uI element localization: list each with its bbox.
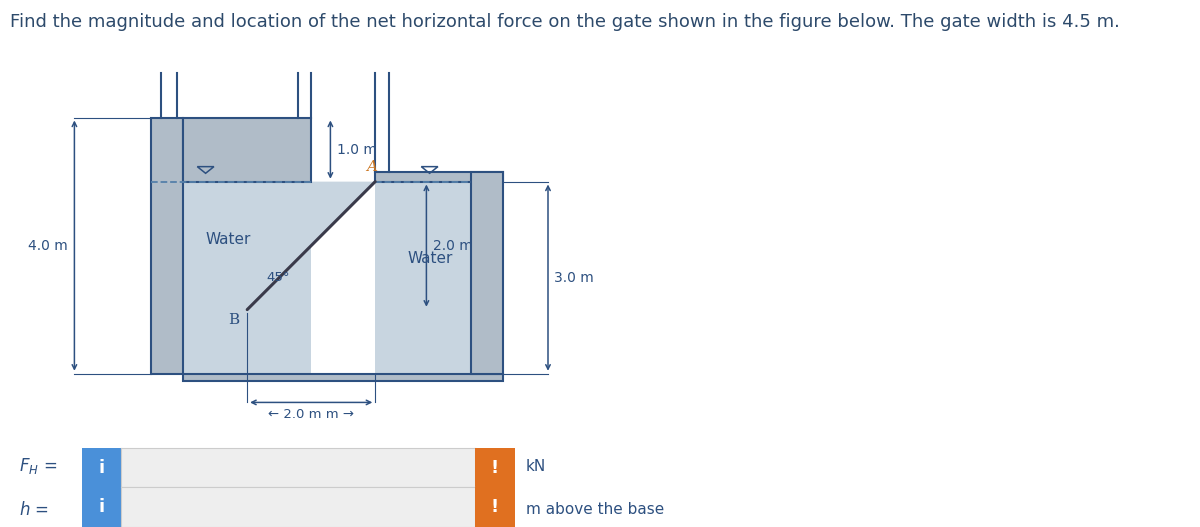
Bar [184, 118, 311, 182]
Text: i: i [98, 458, 104, 477]
Text: 4.0 m: 4.0 m [29, 239, 68, 252]
Text: !: ! [491, 498, 499, 516]
Bar [472, 172, 503, 374]
Text: B: B [228, 313, 240, 327]
Text: Water: Water [205, 232, 251, 247]
Bar [184, 374, 503, 382]
Text: 1.0 m: 1.0 m [337, 143, 377, 157]
Text: 3.0 m: 3.0 m [554, 271, 594, 285]
Bar [151, 118, 184, 374]
Bar [376, 172, 503, 182]
Text: 2.0 m: 2.0 m [433, 239, 473, 252]
Polygon shape [151, 182, 311, 374]
Text: i: i [98, 498, 104, 516]
Text: m above the base: m above the base [526, 502, 664, 517]
Text: $F_H$ =: $F_H$ = [19, 456, 58, 476]
Text: 45°: 45° [266, 271, 290, 284]
Text: ← 2.0 m m →: ← 2.0 m m → [269, 407, 354, 421]
Polygon shape [376, 182, 503, 374]
Text: Find the magnitude and location of the net horizontal force on the gate shown in: Find the magnitude and location of the n… [10, 13, 1120, 31]
Text: A: A [366, 160, 378, 174]
Text: Water: Water [407, 251, 452, 266]
Polygon shape [184, 182, 376, 374]
Text: kN: kN [526, 459, 546, 474]
Text: $h$ =: $h$ = [19, 501, 49, 519]
Text: !: ! [491, 458, 499, 477]
